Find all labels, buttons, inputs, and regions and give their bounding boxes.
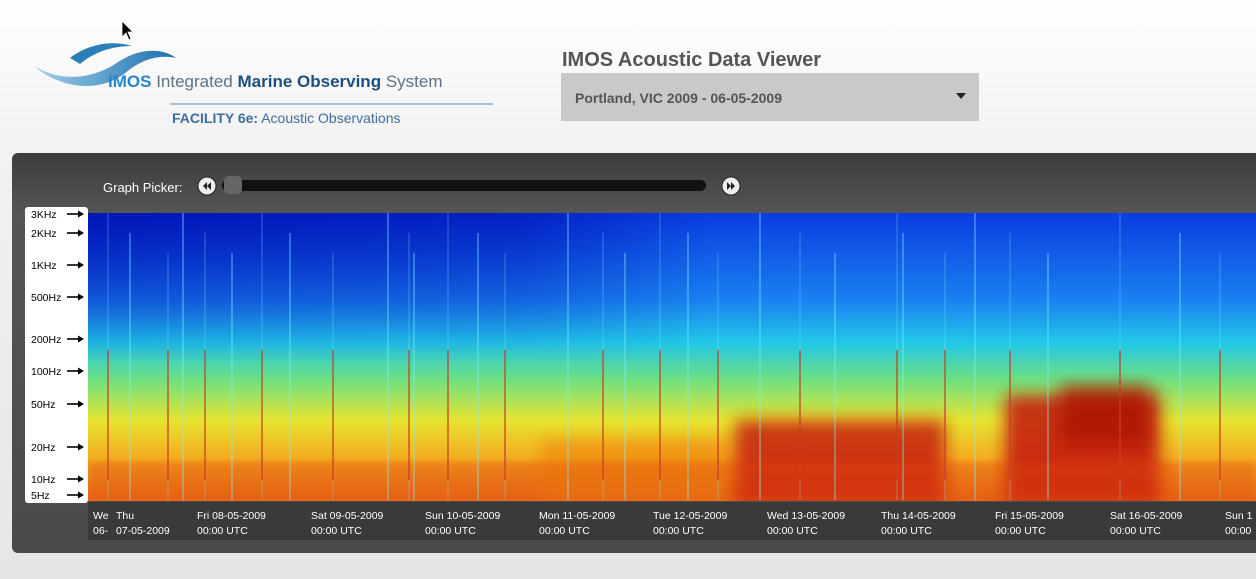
- frequency-label: 5Hz: [31, 490, 50, 502]
- logo-text: Marine Observing: [237, 72, 381, 91]
- prev-button[interactable]: [198, 177, 216, 195]
- time-label: 00:00 UTC: [539, 525, 590, 537]
- frequency-label: 1KHz: [31, 260, 57, 272]
- frequency-label: 2KHz: [31, 228, 57, 240]
- frequency-label: 20Hz: [31, 442, 56, 454]
- time-label: 00:00 UTC: [653, 525, 704, 537]
- spectrogram-region: [1060, 385, 1150, 445]
- time-label: Sun 1: [1225, 510, 1253, 522]
- logo-name: IMOS Integrated Marine Observing System: [108, 72, 443, 91]
- time-label: 00:00 UTC: [995, 525, 1046, 537]
- time-label: 00:00 UTC: [1110, 525, 1161, 537]
- time-label: 07-05-2009: [116, 525, 170, 537]
- frequency-label: 500Hz: [31, 292, 61, 304]
- frequency-label: 10Hz: [31, 474, 56, 486]
- time-label: Sat 16-05-2009: [1110, 510, 1183, 522]
- frequency-label: 100Hz: [31, 366, 61, 378]
- time-label: 00:00 UTC: [767, 525, 818, 537]
- time-label: 00:00 UTC: [311, 525, 362, 537]
- time-label: Mon 11-05-2009: [539, 510, 615, 522]
- time-label: Fri 08-05-2009: [197, 510, 266, 522]
- time-label: We: [93, 510, 109, 522]
- spectrogram: [88, 213, 1256, 505]
- time-label: Wed 13-05-2009: [767, 510, 845, 522]
- slider-track[interactable]: [222, 180, 706, 191]
- dataset-select[interactable]: Portland, VIC 2009 - 06-05-2009: [561, 73, 979, 121]
- next-button[interactable]: [722, 177, 740, 195]
- logo-text: System: [386, 72, 443, 91]
- frequency-label: 50Hz: [31, 399, 56, 411]
- time-label: Sat 09-05-2009: [311, 510, 384, 522]
- time-label: Sun 10-05-2009: [425, 510, 500, 522]
- logo-acronym: IMOS: [108, 72, 151, 91]
- spectrogram-region: [88, 462, 1256, 502]
- logo-text: Integrated: [156, 72, 233, 91]
- spectrogram-region: [88, 213, 708, 363]
- facility-code: FACILITY 6e:: [172, 110, 258, 126]
- time-label: Thu 14-05-2009: [881, 510, 956, 522]
- time-label: Fri 15-05-2009: [995, 510, 1064, 522]
- frequency-panel: [25, 207, 88, 503]
- frequency-label: 3KHz: [31, 209, 57, 221]
- time-label: 00:00 UTC: [197, 525, 248, 537]
- select-value[interactable]: Portland, VIC 2009 - 06-05-2009: [575, 90, 782, 106]
- facility-name: Acoustic Observations: [261, 110, 400, 126]
- app-title: IMOS Acoustic Data Viewer: [562, 49, 821, 71]
- time-label: Thu: [116, 510, 134, 522]
- page: IMOS Integrated Marine Observing System …: [0, 0, 1256, 579]
- slider-knob[interactable]: [224, 176, 242, 194]
- graph-picker-label: Graph Picker:: [103, 180, 182, 195]
- frequency-label: 200Hz: [31, 334, 61, 346]
- facility: FACILITY 6e: Acoustic Observations: [172, 110, 401, 126]
- time-label: 00:00 UTC: [881, 525, 932, 537]
- time-label: Tue 12-05-2009: [653, 510, 727, 522]
- time-label: 06-: [93, 525, 109, 537]
- time-label: 00:00: [1225, 525, 1251, 537]
- time-label: 00:00 UTC: [425, 525, 476, 537]
